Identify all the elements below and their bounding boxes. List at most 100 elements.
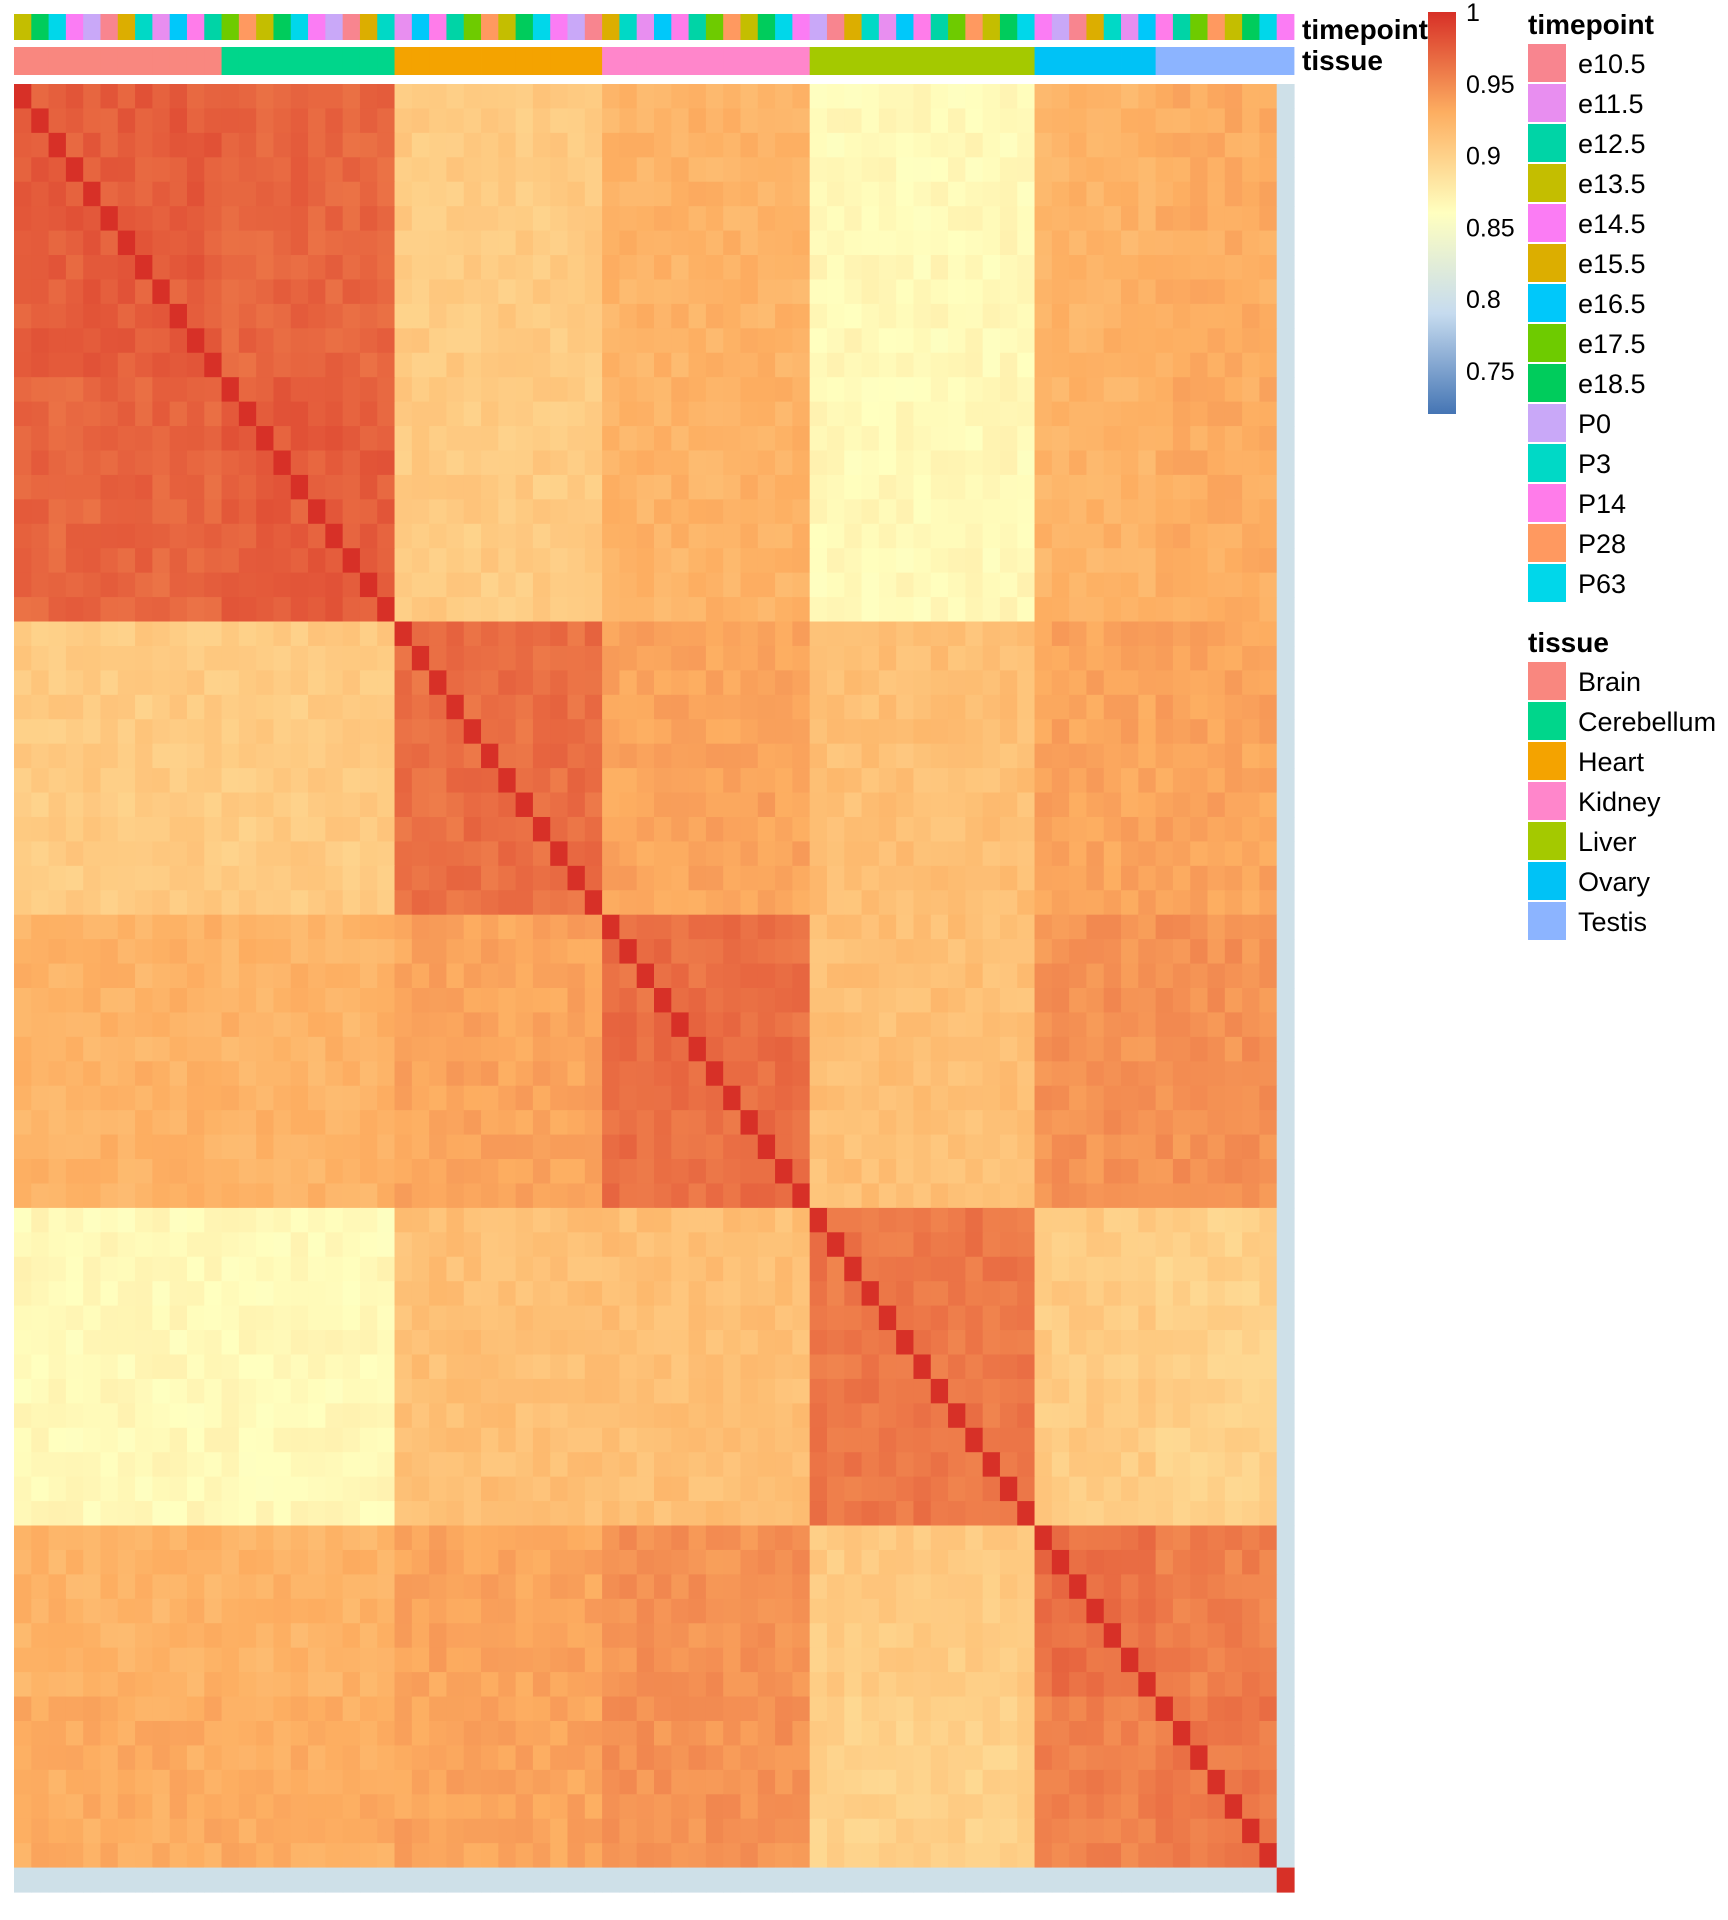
heatmap-cell — [705, 132, 724, 158]
heatmap-cell — [498, 988, 517, 1014]
heatmap-cell — [83, 1305, 102, 1331]
heatmap-cell — [1103, 1330, 1122, 1356]
heatmap-cell — [325, 1598, 344, 1624]
heatmap-cell — [377, 499, 396, 525]
heatmap-cell — [394, 132, 413, 158]
heatmap-cell — [532, 401, 551, 427]
heatmap-cell — [204, 1476, 223, 1502]
heatmap-cell — [152, 1574, 171, 1600]
heatmap-cell — [878, 401, 897, 427]
heatmap-cell — [481, 694, 499, 720]
heatmap-cell — [169, 890, 188, 916]
heatmap-cell — [221, 426, 240, 452]
heatmap-cell — [1242, 1525, 1261, 1551]
heatmap-cell — [1138, 157, 1157, 183]
heatmap-cell — [913, 1623, 932, 1649]
heatmap-cell — [705, 1330, 724, 1356]
heatmap-cell — [688, 1403, 707, 1429]
heatmap-cell — [481, 1476, 499, 1502]
heatmap-cell — [1086, 988, 1105, 1014]
heatmap-cell — [965, 1623, 984, 1649]
heatmap-cell — [515, 1012, 534, 1038]
heatmap-cell — [1259, 890, 1278, 916]
heatmap-cell — [550, 1110, 569, 1136]
heatmap-cell — [775, 1134, 793, 1160]
heatmap-cell — [1172, 279, 1191, 305]
timepoint-annotation-cell — [1034, 14, 1053, 40]
heatmap-cell — [948, 1378, 966, 1404]
heatmap-cell — [1259, 1476, 1278, 1502]
heatmap-cell — [65, 255, 84, 281]
heatmap-cell — [1224, 1232, 1243, 1258]
heatmap-cell — [377, 743, 396, 769]
heatmap-cell — [1086, 816, 1105, 842]
heatmap-cell — [498, 572, 517, 598]
heatmap-cell — [948, 1623, 966, 1649]
heatmap-cell — [14, 132, 32, 158]
heatmap-cell — [359, 255, 378, 281]
heatmap-cell — [463, 1672, 482, 1698]
heatmap-cell — [515, 352, 534, 378]
heatmap-cell — [411, 1281, 430, 1307]
heatmap-cell — [550, 939, 569, 965]
heatmap-cell — [1103, 939, 1122, 965]
heatmap-cell — [1207, 621, 1226, 647]
heatmap-cell — [31, 1036, 50, 1062]
heatmap-cell — [1190, 1085, 1209, 1111]
heatmap-cell — [705, 1647, 724, 1673]
heatmap-cell — [31, 865, 50, 891]
heatmap-cell — [1207, 1378, 1226, 1404]
heatmap-cell — [688, 255, 707, 281]
heatmap-cell — [65, 548, 84, 574]
heatmap-cell — [999, 670, 1018, 696]
heatmap-cell — [740, 1330, 759, 1356]
heatmap-cell — [169, 572, 188, 598]
heatmap-cell — [1276, 426, 1295, 452]
heatmap-cell — [1051, 132, 1070, 158]
heatmap-cell — [999, 1647, 1018, 1673]
heatmap-cell — [1086, 1598, 1105, 1624]
heatmap-cell — [186, 303, 205, 329]
heatmap-cell — [930, 255, 949, 281]
heatmap-cell — [411, 572, 430, 598]
heatmap-cell — [481, 230, 499, 256]
heatmap-cell — [930, 1305, 949, 1331]
heatmap-cell — [1138, 474, 1157, 500]
heatmap-cell — [982, 1207, 1001, 1233]
heatmap-cell — [775, 939, 793, 965]
heatmap-cell — [809, 572, 828, 598]
heatmap-cell — [982, 865, 1001, 891]
heatmap-cell — [723, 1427, 742, 1453]
heatmap-cell — [1259, 1159, 1278, 1185]
heatmap-cell — [1242, 1330, 1261, 1356]
heatmap-cell — [515, 499, 534, 525]
heatmap-cell — [671, 1061, 690, 1087]
heatmap-cell — [619, 1183, 638, 1209]
heatmap-cell — [221, 621, 240, 647]
heatmap-cell — [204, 694, 223, 720]
heatmap-cell — [999, 352, 1018, 378]
heatmap-cell — [100, 1452, 119, 1478]
timepoint-annotation-cell — [896, 14, 914, 40]
heatmap-cell — [1103, 670, 1122, 696]
heatmap-cell — [1103, 1476, 1122, 1502]
heatmap-cell — [826, 1012, 845, 1038]
heatmap-cell — [394, 1232, 413, 1258]
heatmap-cell — [1121, 1403, 1139, 1429]
heatmap-cell — [1051, 743, 1070, 769]
heatmap-cell — [204, 768, 223, 794]
heatmap-cell — [1121, 694, 1139, 720]
heatmap-cell — [1034, 1036, 1053, 1062]
heatmap-cell — [913, 572, 932, 598]
heatmap-cell — [1086, 792, 1105, 818]
heatmap-cell — [186, 1623, 205, 1649]
heatmap-cell — [844, 841, 863, 867]
heatmap-cell — [1121, 1159, 1139, 1185]
heatmap-cell — [757, 132, 776, 158]
heatmap-cell — [169, 328, 188, 354]
heatmap-cell — [342, 548, 361, 574]
heatmap-cell — [826, 914, 845, 940]
heatmap-cell — [446, 1574, 465, 1600]
heatmap-cell — [619, 914, 638, 940]
heatmap-cell — [290, 450, 309, 476]
